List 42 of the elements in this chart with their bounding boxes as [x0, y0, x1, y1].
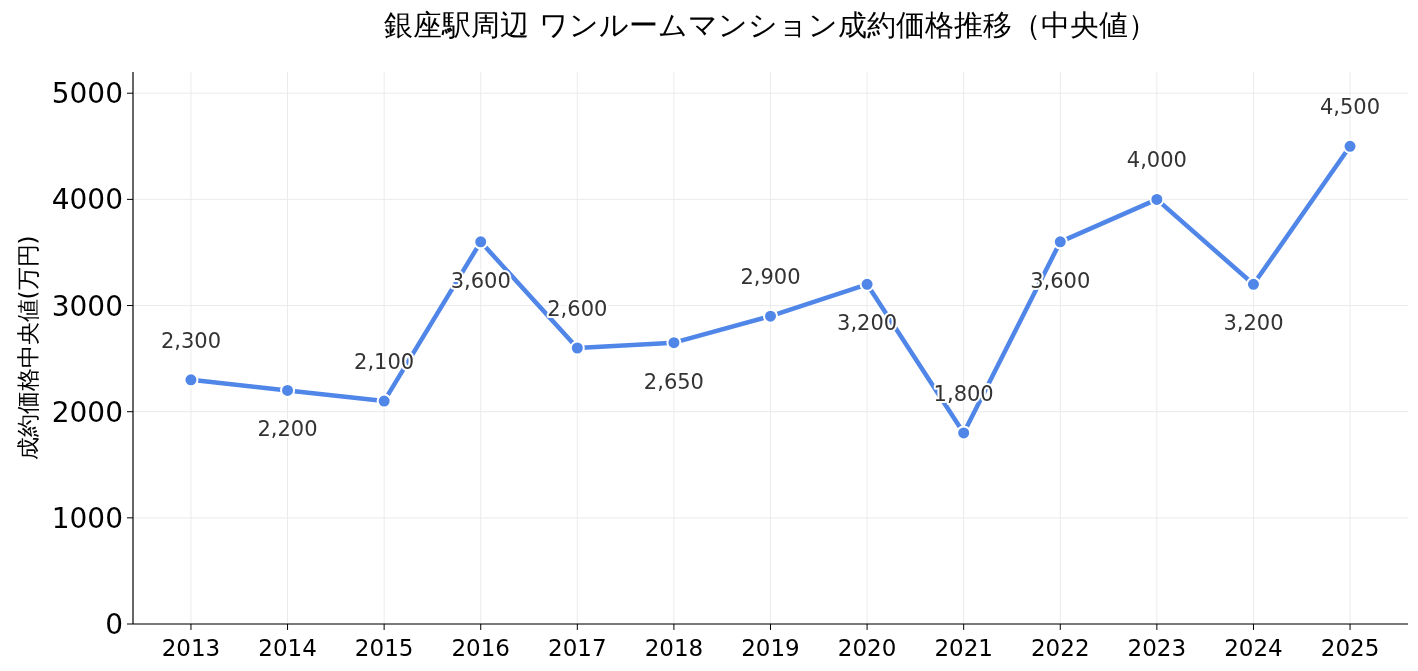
x-tick-label: 2021 [934, 635, 993, 661]
x-tick-label: 2023 [1127, 635, 1187, 661]
point [859, 276, 875, 292]
point [1342, 138, 1358, 154]
y-axis-title: 成約価格中央値(万円) [15, 235, 41, 461]
x-tick-label: 2014 [258, 635, 317, 661]
data-label: 2,300 [160, 328, 222, 353]
data-label: 2,650 [643, 369, 704, 394]
point [763, 308, 778, 324]
y-tick-label: 3000 [51, 289, 123, 323]
x-tick-label: 2022 [1031, 635, 1090, 661]
y-tick-label: 5000 [51, 77, 123, 111]
y-tick-label: 0 [105, 608, 123, 641]
x-tick-label: 2025 [1320, 635, 1380, 661]
x-tick-label: 2019 [741, 635, 800, 661]
data-label: 3,200 [1223, 311, 1284, 336]
point [473, 234, 489, 250]
point [1149, 191, 1165, 207]
data-label: 4,500 [1319, 95, 1381, 120]
point [569, 340, 585, 356]
point [1052, 234, 1068, 250]
data-label: 4,000 [1126, 148, 1187, 173]
x-tick-label: 2015 [354, 635, 414, 661]
point [666, 335, 682, 351]
y-tick-label: 4000 [51, 183, 123, 217]
point [956, 425, 972, 441]
point [280, 382, 296, 398]
point [1245, 276, 1261, 292]
x-tick-label: 2018 [644, 635, 704, 661]
data-label: 2,200 [257, 417, 318, 442]
x-tick-label: 2024 [1224, 635, 1283, 661]
data-label: 2,600 [547, 297, 608, 321]
point [183, 372, 199, 388]
x-tick-label: 2017 [548, 635, 607, 661]
x-tick-label: 2020 [837, 635, 897, 661]
x-tick-label: 2013 [161, 635, 221, 661]
y-tick-label: 1000 [51, 501, 123, 535]
data-label: 2,900 [740, 265, 801, 290]
y-tick-label: 2000 [51, 395, 123, 429]
chart-title: 銀座駅周辺 ワンルームマンション成約価格推移（中央値） [384, 8, 1157, 42]
x-tick-label: 2016 [451, 635, 510, 661]
point [376, 393, 392, 409]
